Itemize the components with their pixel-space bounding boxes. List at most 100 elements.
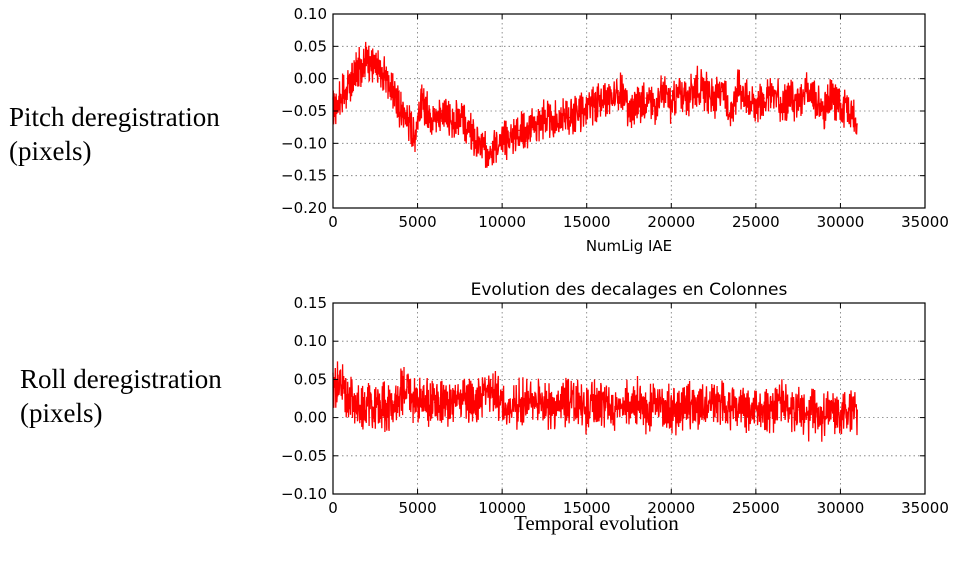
data-point [393, 91, 395, 93]
data-point [670, 409, 672, 411]
data-point [535, 401, 537, 403]
data-point [366, 401, 368, 403]
data-point [619, 91, 622, 93]
data-point [552, 409, 554, 411]
data-point [560, 116, 562, 119]
data-point [366, 58, 368, 60]
top-ylabel: Pitch deregistration (pixels) [9, 100, 220, 168]
data-point [856, 409, 858, 411]
data-point [797, 103, 799, 106]
data-point [484, 149, 486, 151]
x-axis-label: NumLig IAE [586, 237, 672, 255]
data-point [339, 378, 341, 380]
data-point [586, 110, 588, 112]
data-point [721, 401, 723, 403]
data-point [594, 401, 596, 403]
data-point [839, 417, 842, 419]
x-tick-label: 5000 [398, 499, 436, 517]
x-tick-label: 20000 [647, 499, 695, 517]
data-point [831, 409, 833, 411]
y-tick-label: −0.20 [281, 199, 327, 217]
data-point [772, 91, 774, 93]
data-point [738, 401, 740, 403]
data-point [814, 97, 816, 99]
data-point [806, 91, 808, 93]
data-point [696, 409, 698, 411]
data-point [831, 97, 833, 99]
chart-1: 0 5000 10000 15000 20000 25000 30000 35000 −0.20… [281, 5, 949, 255]
chart-title: Evolution des decalages en Colonnes [471, 280, 788, 300]
data-point [653, 103, 655, 106]
data-point [755, 409, 757, 411]
data-point [535, 123, 537, 125]
data-point [400, 394, 402, 396]
y-tick-label: −0.05 [281, 447, 327, 465]
data-point [386, 78, 388, 80]
bottom-ylabel: Roll deregistration (pixels) [20, 362, 222, 430]
data-point [339, 97, 341, 99]
data-point [839, 103, 842, 106]
data-point [543, 401, 546, 403]
y-tick-label: −0.15 [281, 167, 327, 185]
data-point [560, 401, 562, 403]
data-point [679, 91, 681, 93]
data-point [848, 110, 850, 112]
data-point [501, 401, 503, 403]
x-tick-label: 30000 [817, 213, 865, 231]
data-point [636, 103, 639, 106]
series-line [332, 41, 858, 168]
y-tick-label: −0.10 [281, 485, 327, 503]
bottom-ylabel-line1: Roll deregistration [20, 364, 222, 394]
data-point [345, 394, 348, 396]
data-point [789, 409, 791, 411]
data-point [594, 103, 596, 106]
data-point [450, 401, 452, 403]
data-point [400, 110, 402, 112]
data-point [755, 103, 757, 106]
x-tick-label: 0 [328, 213, 338, 231]
y-tick-label: 0.10 [294, 5, 327, 23]
data-point [645, 97, 647, 99]
data-point [476, 142, 478, 144]
x-tick-label: 35000 [901, 499, 949, 517]
data-point [406, 386, 409, 388]
x-tick-label: 15000 [563, 499, 611, 517]
data-point [427, 110, 429, 112]
data-point [704, 91, 706, 93]
data-point [611, 97, 613, 99]
data-point [442, 110, 444, 112]
data-point [420, 394, 422, 396]
x-tick-label: 30000 [817, 499, 865, 517]
data-point [670, 103, 672, 106]
data-point [526, 401, 529, 403]
data-point [603, 103, 605, 106]
data-point [467, 401, 469, 403]
data-point [459, 394, 461, 396]
data-point [712, 401, 715, 403]
data-point [459, 116, 461, 119]
data-point [789, 97, 791, 99]
data-point [510, 409, 512, 411]
data-point [687, 97, 689, 99]
data-point [687, 401, 689, 403]
x-tick-label: 0 [328, 499, 338, 517]
data-point [763, 409, 765, 411]
data-point [493, 142, 495, 144]
x-tick-label: 10000 [478, 499, 526, 517]
data-point [552, 123, 554, 125]
data-point [797, 409, 799, 411]
data-point [780, 401, 782, 403]
top-ylabel-line1: Pitch deregistration [9, 102, 220, 132]
data-point [577, 110, 579, 112]
bottom-ylabel-line2: (pixels) [20, 398, 103, 428]
data-point [393, 401, 395, 403]
data-point [822, 110, 825, 112]
data-point [696, 84, 698, 86]
data-point [510, 136, 512, 138]
data-point [386, 409, 388, 411]
data-point [442, 401, 444, 403]
data-point [662, 401, 664, 403]
data-point [352, 401, 354, 403]
x-tick-label: 10000 [478, 213, 526, 231]
data-point [662, 91, 664, 93]
